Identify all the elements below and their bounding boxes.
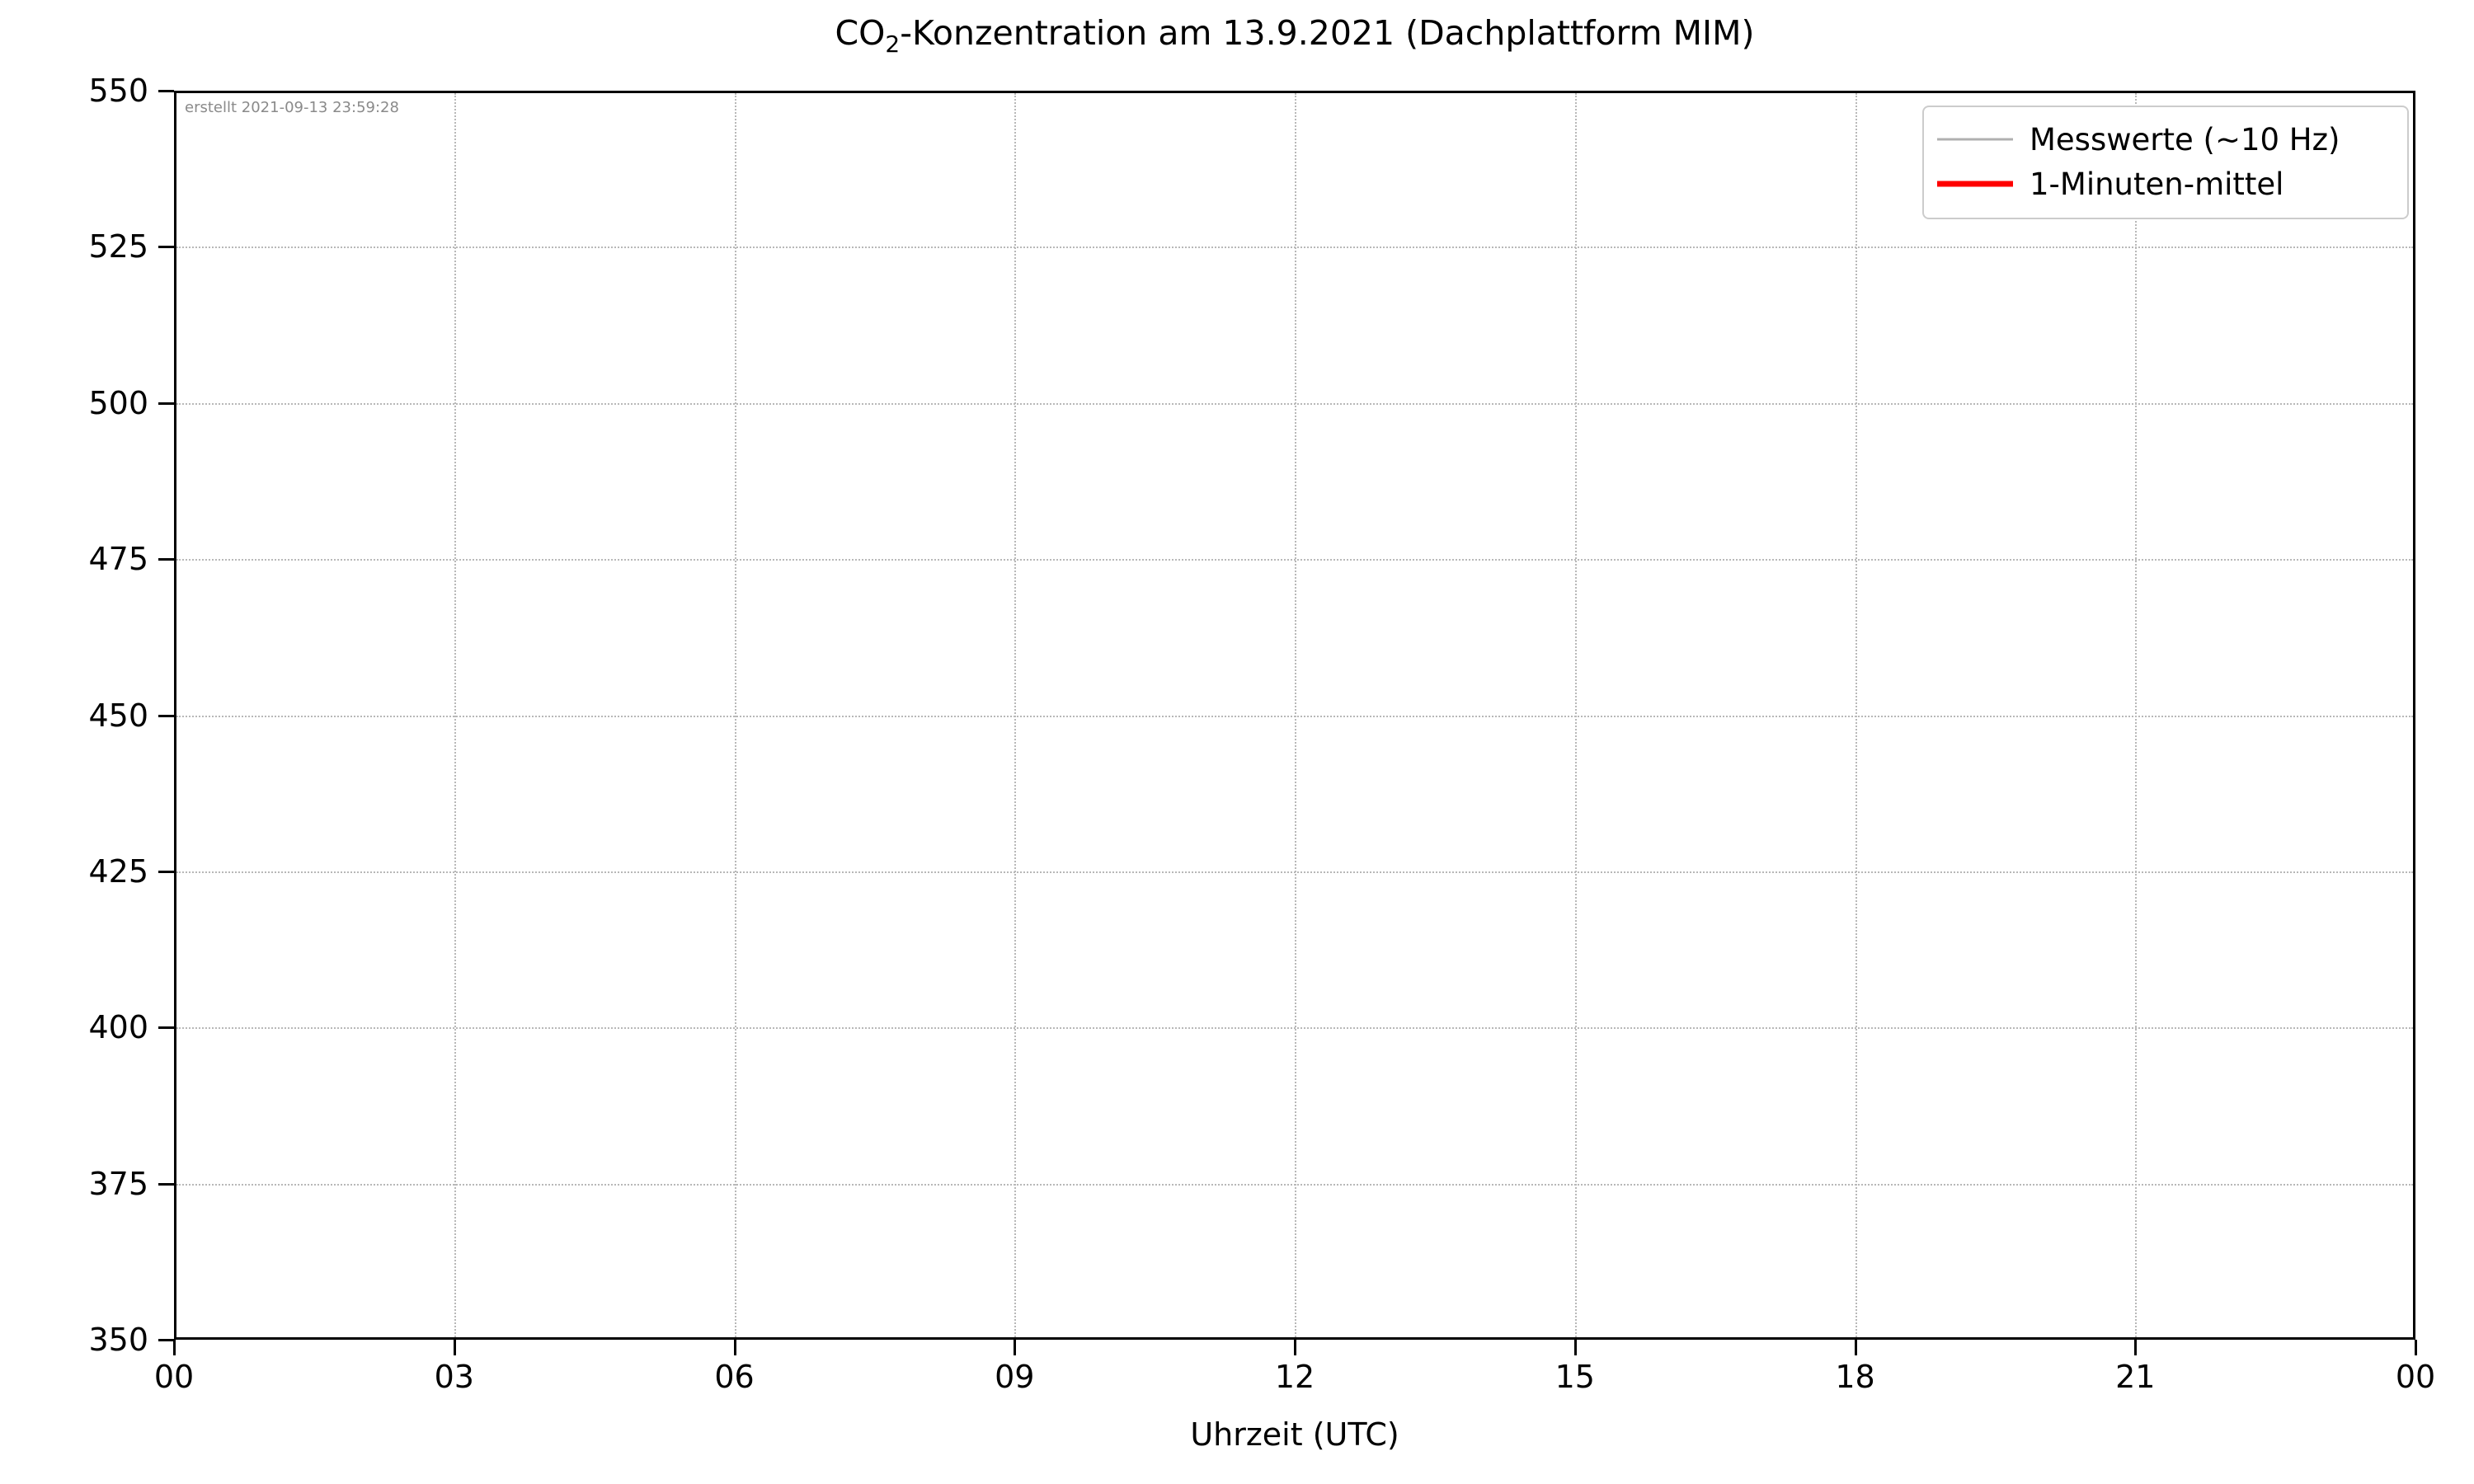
y-tick-mark (158, 90, 174, 92)
x-tick-label: 21 (2115, 1359, 2156, 1395)
x-tick-mark (1854, 1340, 1857, 1355)
y-tick-label: 375 (88, 1165, 148, 1202)
y-tick-mark (158, 558, 174, 561)
x-tick-label: 18 (1835, 1359, 1875, 1395)
y-axis-label: ppm (13, 0, 51, 38)
y-tick-label: 500 (88, 384, 148, 421)
y-tick-label: 550 (88, 73, 148, 109)
x-tick-mark (173, 1340, 176, 1355)
x-tick-mark (1014, 1340, 1017, 1355)
x-tick-label: 00 (2395, 1359, 2436, 1395)
x-tick-mark (1573, 1340, 1577, 1355)
x-tick-label: 00 (153, 1359, 195, 1395)
y-tick-mark (158, 714, 174, 717)
y-tick-mark (158, 246, 174, 249)
y-tick-mark (158, 1339, 174, 1341)
y-tick-label: 525 (88, 228, 148, 265)
x-tick-mark (733, 1340, 736, 1355)
x-tick-label: 15 (1554, 1359, 1595, 1395)
y-tick-mark (158, 870, 174, 873)
legend-label-messwerte: Messwerte (~10 Hz) (2030, 121, 2340, 157)
legend-line-swatch-raw-icon (1937, 131, 2013, 148)
x-tick-label: 06 (714, 1359, 755, 1395)
x-tick-label: 12 (1274, 1359, 1315, 1395)
chart-legend[interactable]: Messwerte (~10 Hz) 1-Minuten-mittel (1922, 106, 2409, 219)
legend-line-swatch-average-icon (1937, 176, 2013, 192)
legend-label-minutenmittel: 1-Minuten-mittel (2030, 166, 2284, 202)
x-tick-mark (1294, 1340, 1296, 1355)
y-tick-label: 450 (88, 697, 148, 734)
legend-entry-minutenmittel[interactable]: 1-Minuten-mittel (1937, 162, 2394, 206)
x-axis-label: Uhrzeit (UTC) (1190, 1416, 1399, 1453)
creation-timestamp: erstellt 2021-09-13 23:59:28 (185, 99, 399, 116)
y-tick-mark (158, 1026, 174, 1030)
x-tick-label: 09 (995, 1359, 1035, 1395)
y-tick-label: 475 (88, 541, 148, 578)
y-tick-label: 400 (88, 1009, 148, 1046)
x-tick-label: 03 (434, 1359, 474, 1395)
legend-entry-messwerte[interactable]: Messwerte (~10 Hz) (1937, 117, 2394, 162)
y-tick-mark (158, 402, 174, 405)
plot-area: erstellt 2021-09-13 23:59:28 (174, 91, 2415, 1340)
x-tick-mark (2134, 1340, 2138, 1355)
y-tick-label: 425 (88, 852, 148, 890)
chart-title-main: CO (835, 13, 886, 53)
y-tick-label: 350 (88, 1322, 148, 1358)
chart-title: CO2-Konzentration am 13.9.2021 (Dachplat… (174, 7, 2415, 59)
x-tick-mark (453, 1340, 456, 1355)
y-tick-mark (158, 1182, 174, 1186)
chart-title-rest: -Konzentration am 13.9.2021 (Dachplattfo… (900, 13, 1755, 53)
chart-title-subscript: 2 (885, 31, 901, 58)
x-tick-mark (2415, 1340, 2417, 1355)
data-series-layer (176, 93, 2413, 1337)
